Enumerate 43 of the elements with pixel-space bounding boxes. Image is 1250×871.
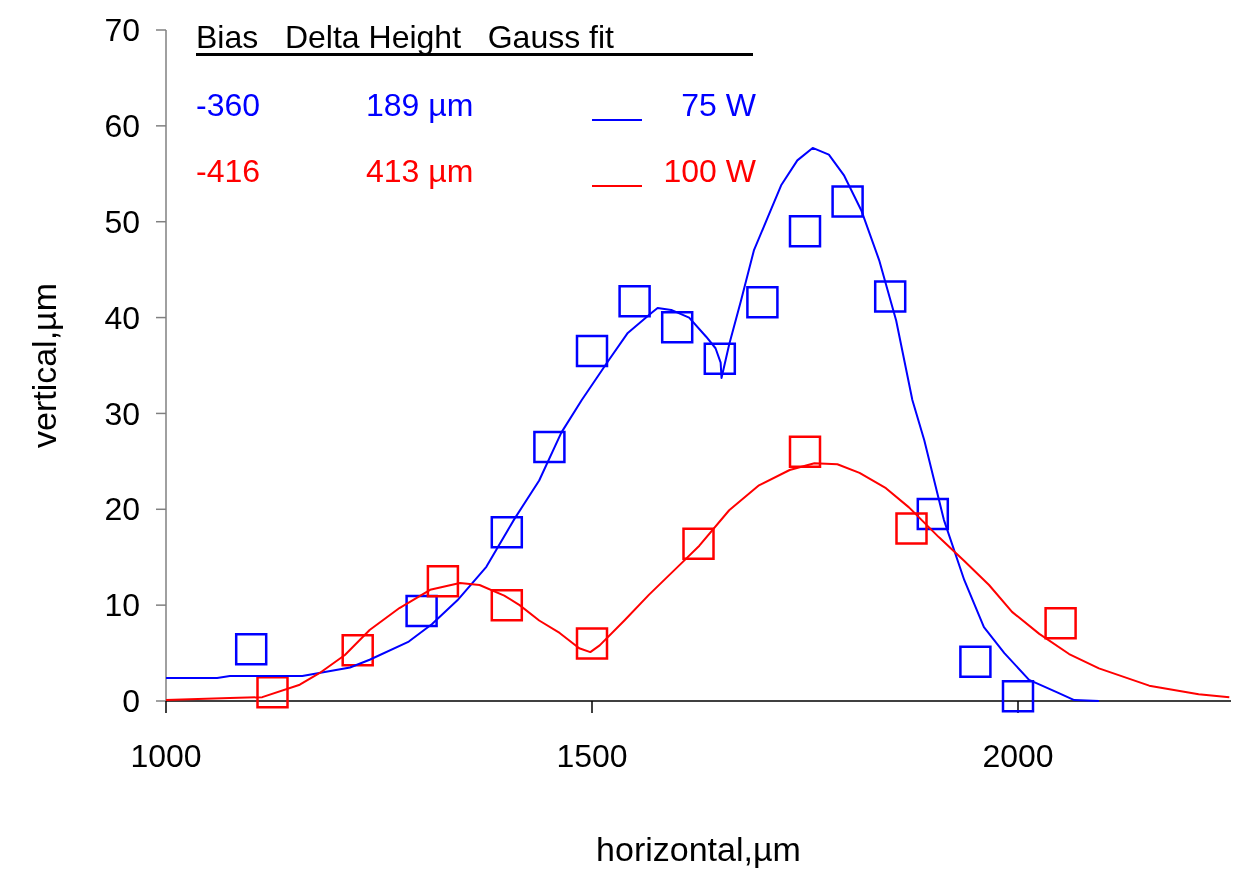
- point: [788, 435, 822, 469]
- x-axis-title: horizontal,µm: [596, 830, 801, 868]
- y-tick-label: 60: [104, 108, 140, 145]
- point: [895, 512, 928, 545]
- point: [1044, 607, 1077, 640]
- point: [256, 676, 289, 709]
- x-tick-label: 1500: [556, 738, 628, 774]
- point: [533, 430, 566, 464]
- legend-label: 100 W: [663, 153, 757, 189]
- x-tick-label: 2000: [982, 738, 1054, 774]
- y-axis-title: vertical,µm: [25, 282, 63, 449]
- point: [746, 285, 779, 319]
- legend-label: 75 W: [681, 87, 757, 123]
- annotation: -416: [196, 153, 261, 189]
- point: [916, 497, 950, 531]
- point: [660, 310, 694, 344]
- y-tick-label: 40: [104, 299, 140, 336]
- y-tick-label: 0: [122, 683, 140, 720]
- point: [682, 527, 715, 561]
- point: [831, 185, 864, 218]
- point: [490, 516, 524, 549]
- y-tick-label: 20: [104, 491, 140, 528]
- point: [1001, 679, 1035, 713]
- point: [426, 564, 460, 598]
- x-tick-label: 1000: [130, 738, 202, 774]
- point: [959, 645, 992, 678]
- point: [575, 334, 609, 368]
- annotation: -360: [196, 87, 261, 123]
- annotation: Bias Delta Height Gauss fit: [196, 19, 615, 55]
- point: [618, 285, 651, 318]
- point: [341, 633, 374, 667]
- point: [575, 627, 609, 660]
- y-tick-label: 50: [104, 203, 140, 240]
- annotation: 189 µm: [366, 87, 474, 123]
- point: [490, 588, 524, 622]
- point: [234, 632, 268, 666]
- y-tick-label: 70: [104, 12, 140, 49]
- y-tick-label: 10: [104, 587, 140, 624]
- point: [703, 342, 737, 376]
- point: [873, 280, 907, 313]
- point: [788, 215, 822, 248]
- y-tick-label: 30: [104, 395, 140, 432]
- annotation: 413 µm: [366, 153, 474, 189]
